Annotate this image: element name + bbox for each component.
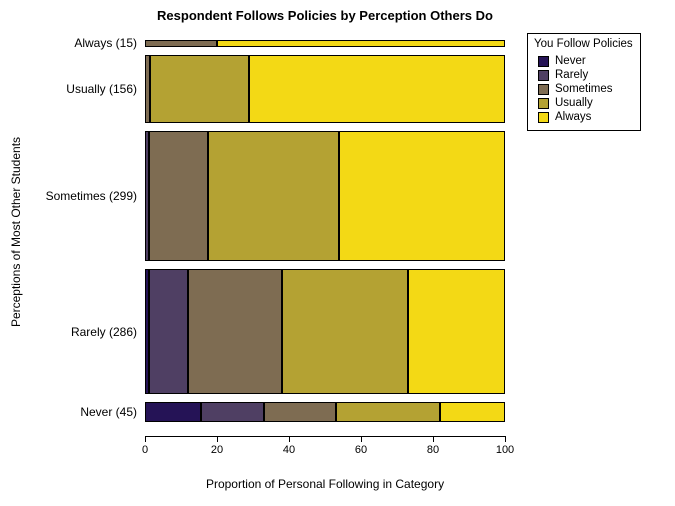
chart-title: Respondent Follows Policies by Perceptio… bbox=[157, 8, 493, 23]
segment-sometimes bbox=[188, 269, 282, 395]
y-category-label: Rarely (286) bbox=[70, 324, 137, 339]
bar-rarely bbox=[145, 269, 505, 395]
segment-rarely bbox=[148, 269, 189, 395]
legend-entry-label: Always bbox=[555, 111, 592, 123]
legend-swatch-always bbox=[538, 111, 549, 123]
bar-always bbox=[145, 40, 505, 47]
legend-entries: Never Rarely Sometimes Usually Always bbox=[534, 54, 634, 124]
y-category-label: Sometimes (299) bbox=[45, 189, 137, 204]
segment-sometimes bbox=[148, 130, 208, 262]
legend-entry-label: Usually bbox=[555, 97, 593, 109]
legend-title: You Follow Policies bbox=[534, 38, 633, 50]
legend-swatch-never bbox=[538, 55, 549, 67]
legend-entry-sometimes: Sometimes bbox=[534, 82, 634, 96]
x-tick-label: 80 bbox=[426, 444, 440, 456]
segment-rarely bbox=[145, 130, 149, 262]
segment-sometimes bbox=[145, 54, 151, 123]
legend-swatch-rarely bbox=[538, 69, 549, 81]
plot-area bbox=[145, 40, 505, 422]
segment-always bbox=[249, 54, 505, 123]
legend: You Follow Policies Never Rarely Sometimes… bbox=[527, 33, 641, 131]
legend-entry-never: Never bbox=[534, 54, 634, 68]
x-axis-line bbox=[145, 436, 506, 437]
x-tick-label: 60 bbox=[354, 444, 368, 456]
x-tick bbox=[505, 437, 506, 442]
bar-usually bbox=[145, 54, 505, 123]
legend-swatch-sometimes bbox=[538, 83, 549, 95]
x-tick bbox=[145, 437, 146, 442]
legend-entry-label: Never bbox=[555, 55, 586, 67]
segment-usually bbox=[335, 402, 441, 422]
y-category-label: Usually (156) bbox=[66, 81, 137, 96]
segment-usually bbox=[207, 130, 340, 262]
segment-always bbox=[440, 402, 505, 422]
x-tick-label: 40 bbox=[282, 444, 296, 456]
legend-entry-rarely: Rarely bbox=[534, 68, 634, 82]
x-tick-label: 20 bbox=[210, 444, 224, 456]
x-axis-label: Proportion of Personal Following in Cate… bbox=[205, 477, 445, 491]
segment-sometimes bbox=[145, 40, 217, 47]
legend-entry-label: Rarely bbox=[555, 69, 589, 81]
y-category-label: Never (45) bbox=[80, 405, 137, 420]
segment-never bbox=[145, 402, 201, 422]
bar-never bbox=[145, 402, 505, 422]
segment-never bbox=[145, 269, 149, 395]
x-tick bbox=[361, 437, 362, 442]
segment-usually bbox=[281, 269, 408, 395]
legend-swatch-usually bbox=[538, 97, 549, 109]
segment-always bbox=[217, 40, 505, 47]
legend-entry-label: Sometimes bbox=[555, 83, 613, 95]
y-category-label: Always (15) bbox=[74, 36, 137, 51]
legend-entry-usually: Usually bbox=[534, 96, 634, 110]
legend-entry-always: Always bbox=[534, 110, 634, 124]
x-tick-label: 100 bbox=[495, 444, 515, 456]
segment-always bbox=[407, 269, 505, 395]
bar-sometimes bbox=[145, 130, 505, 262]
x-tick-label: 0 bbox=[141, 444, 149, 456]
y-axis-label: Perceptions of Most Other Students bbox=[9, 136, 23, 328]
segment-sometimes bbox=[263, 402, 336, 422]
segment-always bbox=[339, 130, 505, 262]
x-tick bbox=[289, 437, 290, 442]
x-tick bbox=[433, 437, 434, 442]
x-tick bbox=[217, 437, 218, 442]
segment-rarely bbox=[200, 402, 264, 422]
segment-usually bbox=[150, 54, 250, 123]
